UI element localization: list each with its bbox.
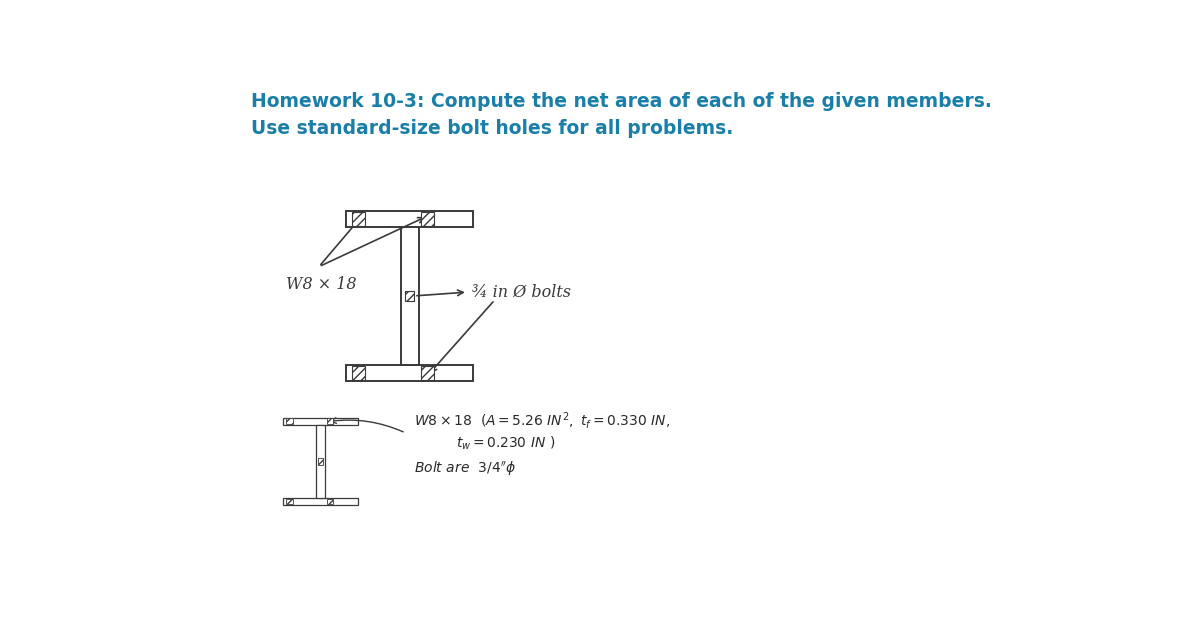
Bar — [346, 211, 473, 227]
Text: W8 × 18: W8 × 18 — [286, 276, 356, 293]
Text: ¾ in Ø bolts: ¾ in Ø bolts — [472, 284, 571, 300]
Bar — [283, 418, 358, 425]
Bar — [353, 212, 366, 226]
Bar — [421, 366, 434, 379]
Bar — [287, 418, 293, 424]
Bar — [353, 366, 366, 379]
Bar — [326, 418, 334, 424]
Text: Use standard-size bolt holes for all problems.: Use standard-size bolt holes for all pro… — [251, 119, 733, 138]
Bar — [287, 499, 293, 504]
Bar — [326, 499, 334, 504]
Bar — [317, 425, 325, 499]
Text: Homework 10-3: Compute the net area of each of the given members.: Homework 10-3: Compute the net area of e… — [251, 92, 991, 111]
Bar — [283, 499, 358, 505]
Bar — [406, 290, 414, 301]
Bar — [346, 365, 473, 381]
Bar — [401, 227, 419, 365]
Text: $Bolt\ are\ \ 3/4^{\prime\prime}\phi$: $Bolt\ are\ \ 3/4^{\prime\prime}\phi$ — [414, 460, 516, 478]
Bar — [318, 459, 323, 465]
Text: $W8\times18$  $(A=5.26\ \mathit{IN}^2,\ t_f=0.330\ \mathit{IN},$: $W8\times18$ $(A=5.26\ \mathit{IN}^2,\ t… — [414, 410, 670, 431]
Text: $t_w=0.230\ \mathit{IN}\ )$: $t_w=0.230\ \mathit{IN}\ )$ — [456, 435, 556, 452]
Bar — [421, 212, 434, 226]
